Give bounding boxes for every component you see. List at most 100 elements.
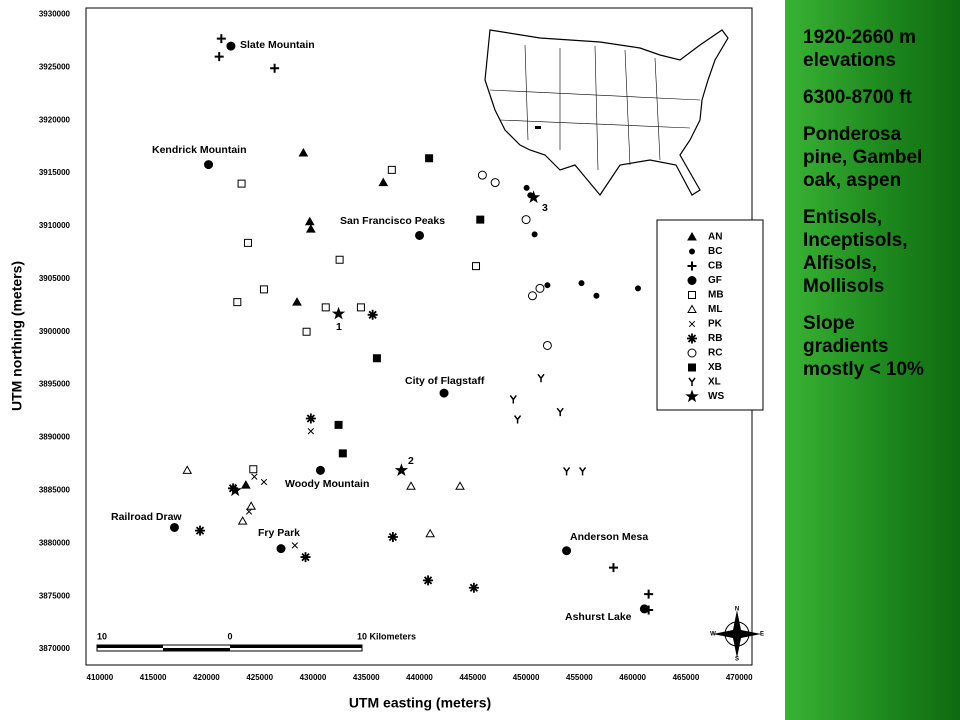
data-point (367, 309, 378, 320)
site-label: Ashurst Lake (565, 611, 632, 623)
legend-label: AN (708, 232, 722, 243)
scale-bar-label: 0 (227, 631, 232, 641)
compass-star (713, 610, 761, 658)
legend-symbol (687, 261, 697, 271)
data-point (387, 531, 398, 542)
data-point (214, 52, 224, 62)
data-point (537, 373, 545, 383)
scale-bar-label: 10 (97, 631, 107, 641)
data-point (439, 388, 449, 398)
data-point (476, 215, 485, 224)
legend-box (656, 219, 764, 411)
data-point (535, 283, 545, 293)
data-point (578, 466, 587, 476)
data-point (544, 282, 551, 289)
y-tick-label: 3890000 (39, 433, 71, 442)
data-point (321, 303, 330, 312)
data-point (593, 292, 600, 299)
site-label: 3 (542, 202, 548, 214)
data-point (302, 327, 311, 336)
legend-symbol (688, 320, 696, 328)
data-point (378, 177, 389, 187)
data-point (639, 604, 649, 614)
data-point (228, 483, 242, 497)
data-point (292, 297, 302, 306)
data-point (335, 255, 344, 264)
compass-label: N (735, 607, 739, 613)
x-tick-label: 450000 (513, 673, 540, 682)
data-point (521, 215, 531, 225)
data-point (249, 465, 258, 474)
x-tick-label: 410000 (87, 673, 114, 682)
legend-label: RB (708, 333, 722, 344)
data-point (477, 170, 487, 180)
legend-label: PK (708, 319, 723, 330)
data-point (243, 238, 252, 247)
y-tick-label: 3880000 (39, 538, 71, 547)
data-point (270, 63, 280, 73)
legend-label: WS (708, 391, 724, 402)
data-point (356, 303, 365, 312)
data-point (245, 508, 253, 515)
legend-symbol (688, 363, 696, 372)
site-label: Fry Park (258, 527, 300, 539)
y-axis-label: UTM northing (meters) (9, 261, 25, 411)
data-point (315, 465, 325, 475)
y-tick-label: 3925000 (39, 62, 71, 71)
compass-label: W (710, 632, 716, 638)
x-tick-label: 420000 (193, 673, 220, 682)
y-tick-label: 3870000 (39, 644, 71, 653)
side-text: Ponderosa pine, Gambel oak, aspen (803, 124, 923, 191)
data-point (527, 291, 537, 301)
data-point (644, 589, 654, 599)
data-point (542, 341, 552, 350)
side-text: 1920-2660 m elevations (803, 27, 917, 71)
site-label: Woody Mountain (285, 478, 369, 490)
data-point (305, 224, 316, 233)
data-point (406, 481, 416, 490)
legend-symbol (688, 291, 696, 299)
data-point (425, 528, 436, 538)
data-point (291, 542, 299, 549)
y-tick-label: 3895000 (39, 380, 71, 389)
state-borders (489, 44, 701, 171)
legend-symbol (687, 231, 697, 241)
legend-label: XB (708, 362, 722, 373)
site-label: 1 (336, 321, 342, 333)
us-outline (484, 29, 729, 197)
scale-bar-segment (230, 645, 362, 648)
legend-label: XL (708, 377, 721, 388)
data-point (338, 449, 347, 458)
data-point (240, 480, 251, 489)
scale-bar (96, 644, 363, 652)
data-point (578, 280, 585, 287)
legend-label: CB (708, 261, 722, 272)
data-point (334, 420, 343, 429)
side-text: Slope gradients mostly < 10% (803, 313, 924, 380)
x-tick-label: 430000 (300, 673, 327, 682)
y-tick-label: 3910000 (39, 221, 71, 230)
data-point (331, 306, 346, 320)
data-point (472, 262, 481, 271)
data-point (509, 394, 517, 404)
data-point (204, 160, 214, 170)
site-label: 2 (408, 455, 414, 467)
x-tick-label: 470000 (726, 673, 753, 682)
y-tick-label: 3905000 (39, 274, 71, 283)
data-point (182, 465, 193, 474)
data-point (300, 552, 311, 563)
legend-label: GF (708, 275, 722, 286)
x-tick-label: 455000 (566, 673, 593, 682)
data-point (233, 298, 242, 307)
legend-label: ML (708, 304, 722, 315)
x-tick-label: 415000 (140, 673, 167, 682)
x-tick-label: 465000 (673, 673, 700, 682)
data-point (523, 184, 530, 191)
data-point (226, 41, 236, 51)
data-point (169, 522, 179, 532)
data-point (634, 285, 641, 292)
y-tick-label: 3900000 (39, 327, 71, 336)
data-point (237, 516, 248, 525)
site-label: Slate Mountain (240, 39, 315, 51)
